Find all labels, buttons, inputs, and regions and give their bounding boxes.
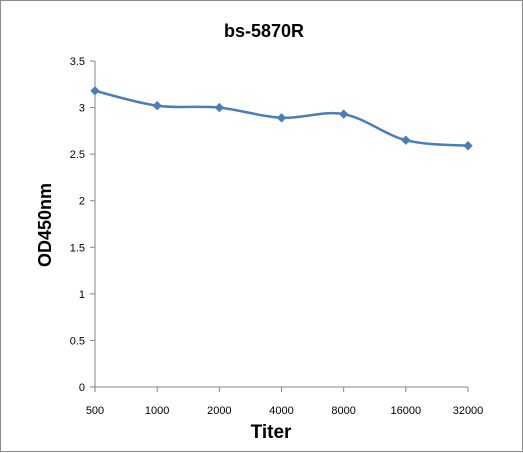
axes (90, 60, 469, 392)
x-tick-label: 8000 (331, 405, 355, 417)
y-tick-label: 2.5 (70, 149, 85, 161)
y-tick-label: 3.5 (70, 56, 85, 68)
data-point-marker (276, 113, 287, 123)
data-point-marker (401, 135, 411, 145)
y-tick-label: 2 (79, 196, 85, 208)
y-tick-label: 1 (79, 289, 85, 301)
data-point-marker (152, 101, 162, 111)
y-tick-label: 0.5 (70, 335, 85, 347)
y-axis-label: OD450nm (35, 183, 55, 267)
x-tick-labels: 500 1000 2000 4000 8000 16000 32000 (86, 405, 483, 417)
plot-area (90, 86, 473, 151)
y-tick-labels: 0 0.5 1 1.5 2 2.5 3 3.5 (70, 56, 85, 394)
y-tick-label: 3 (79, 103, 85, 115)
x-axis-label: Titer (251, 422, 292, 443)
x-tick-label: 4000 (269, 405, 293, 417)
x-tick-label: 500 (86, 405, 104, 417)
y-tick-label: 0 (79, 382, 85, 394)
data-point-marker (338, 109, 349, 119)
x-tick-label: 2000 (207, 405, 231, 417)
x-tick-label: 1000 (145, 405, 169, 417)
data-point-marker (214, 102, 225, 113)
data-point-marker (90, 86, 100, 96)
x-tick-label: 16000 (391, 405, 422, 417)
data-point-marker (463, 141, 473, 151)
chart-title: bs-5870R (224, 21, 304, 41)
x-tick-label: 32000 (453, 405, 484, 417)
y-tick-label: 1.5 (70, 242, 85, 254)
